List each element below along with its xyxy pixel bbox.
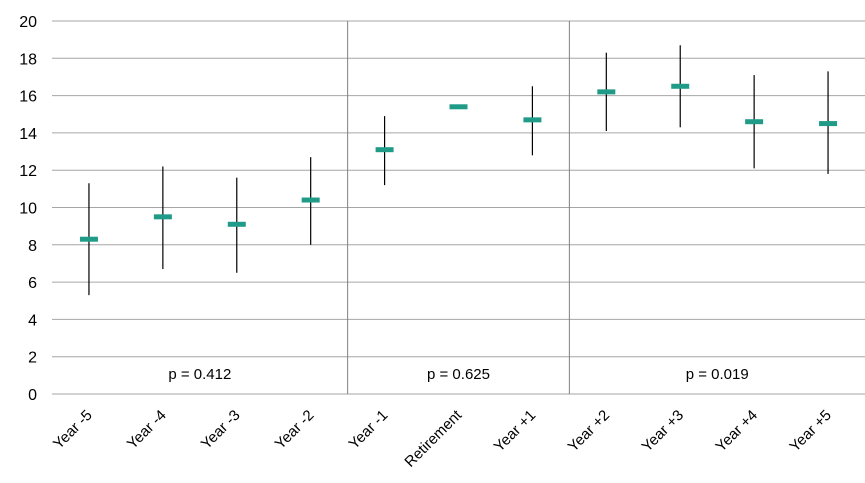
y-tick-label-6: 6 bbox=[28, 275, 37, 292]
mean-markers bbox=[79, 83, 838, 242]
x-category-label: Year +5 bbox=[786, 407, 834, 455]
x-axis-category-labels: Year -5 Year -4 Year -3 Year -2 Year -1 Retir… bbox=[50, 406, 835, 470]
y-tick-label-8: 8 bbox=[28, 238, 37, 255]
mean-marker bbox=[819, 121, 838, 127]
p-value-label-3: p = 0.019 bbox=[686, 366, 749, 383]
mean-marker bbox=[153, 214, 172, 220]
y-tick-label-2: 2 bbox=[28, 350, 37, 367]
x-category-label: Year -1 bbox=[346, 407, 392, 453]
x-category-label: Year -5 bbox=[50, 407, 96, 453]
mean-marker bbox=[227, 221, 246, 227]
x-category-label: Year +1 bbox=[491, 407, 539, 455]
gridlines bbox=[52, 20, 865, 395]
mean-marker bbox=[301, 197, 320, 203]
mean-marker bbox=[597, 89, 616, 95]
p-value-label-1: p = 0.412 bbox=[168, 366, 231, 383]
x-category-label: Year +4 bbox=[712, 407, 760, 455]
mean-marker bbox=[523, 117, 542, 123]
y-axis-tick-labels: 0 2 4 6 8 10 12 14 16 18 20 bbox=[19, 14, 37, 404]
y-tick-label-18: 18 bbox=[19, 51, 37, 68]
y-tick-label-0: 0 bbox=[28, 387, 37, 404]
y-tick-label-10: 10 bbox=[19, 201, 37, 218]
y-tick-label-12: 12 bbox=[19, 163, 37, 180]
x-category-label: Year +3 bbox=[639, 407, 687, 455]
y-tick-label-16: 16 bbox=[19, 89, 37, 106]
mean-marker bbox=[671, 83, 690, 89]
x-category-label: Year -4 bbox=[124, 407, 170, 453]
mean-marker bbox=[375, 147, 394, 153]
y-tick-label-14: 14 bbox=[19, 126, 37, 143]
y-tick-label-20: 20 bbox=[19, 14, 37, 31]
mean-marker bbox=[79, 236, 98, 242]
x-category-label: Year -2 bbox=[272, 407, 318, 453]
group-separators bbox=[347, 21, 570, 394]
p-value-label-2: p = 0.625 bbox=[427, 366, 490, 383]
x-category-label: Retirement bbox=[401, 406, 465, 470]
x-category-label: Year -3 bbox=[198, 407, 244, 453]
mean-marker bbox=[745, 119, 764, 125]
mean-marker bbox=[449, 104, 468, 110]
group-p-value-labels: p = 0.412 p = 0.625 p = 0.019 bbox=[168, 366, 748, 383]
x-category-label: Year +2 bbox=[565, 407, 613, 455]
y-tick-label-4: 4 bbox=[28, 312, 37, 329]
